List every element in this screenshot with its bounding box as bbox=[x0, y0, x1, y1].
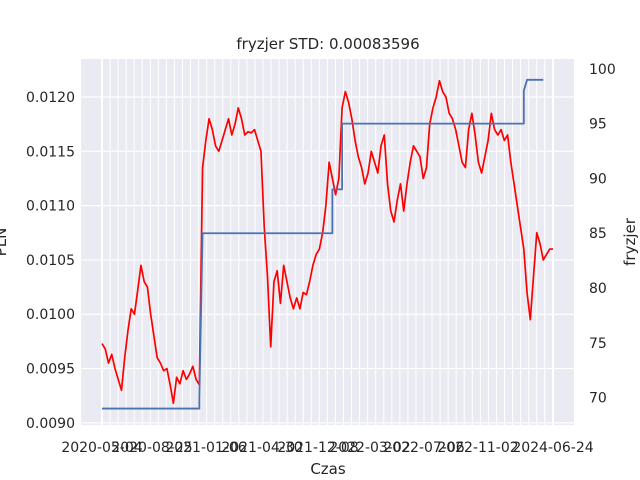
y-right-tick-label: 90 bbox=[589, 171, 607, 187]
y-left-tick-label: 0.0115 bbox=[26, 144, 75, 160]
y-right-tick-label: 100 bbox=[589, 62, 616, 78]
x-tick-label: 2020-08-25 bbox=[111, 440, 192, 456]
y-left-tick-label: 0.0100 bbox=[26, 307, 75, 323]
y-right-tick-label: 85 bbox=[589, 226, 607, 242]
y-left-tick-label: 0.0095 bbox=[26, 362, 75, 378]
y-left-tick-label: 0.0105 bbox=[26, 253, 75, 269]
y-left-tick-label: 0.0120 bbox=[26, 90, 75, 106]
x-axis-label: Czas bbox=[310, 460, 346, 478]
y-axis-right-label: fryzjer bbox=[621, 217, 639, 266]
y-right-tick-label: 75 bbox=[589, 336, 607, 352]
x-tick-label: 2022-03-02 bbox=[329, 440, 410, 456]
x-tick-label: 2021-12-08 bbox=[277, 440, 358, 456]
x-tick-label: 2024-06-24 bbox=[512, 440, 593, 456]
y-right-tick-label: 95 bbox=[589, 117, 607, 133]
x-tick-labels: 2020-05-042020-08-252021-01-062021-04-30… bbox=[61, 440, 593, 456]
series-layer bbox=[101, 78, 553, 410]
y-left-tick-label: 0.0090 bbox=[26, 416, 75, 432]
series-line-fryzjer bbox=[102, 78, 544, 410]
x-tick-label: 2021-01-06 bbox=[165, 440, 246, 456]
y-right-tick-labels: 70 75 80 85 90 95 100 bbox=[589, 62, 616, 407]
y-axis-left-label: PLN bbox=[0, 228, 10, 257]
series-line-pln bbox=[101, 79, 553, 405]
x-tick-label: 2022-07-06 bbox=[383, 440, 464, 456]
y-left-tick-labels: 0.0090 0.0095 0.0100 0.0105 0.0110 0.0115 0.01… bbox=[26, 90, 75, 432]
chart-title: fryzjer STD: 0.00083596 bbox=[236, 35, 419, 53]
grid-layer bbox=[81, 59, 574, 425]
y-right-tick-label: 80 bbox=[589, 281, 607, 297]
y-right-tick-label: 70 bbox=[589, 391, 607, 407]
x-tick-label: 2020-05-04 bbox=[61, 440, 142, 456]
y-left-tick-label: 0.0110 bbox=[26, 199, 75, 215]
x-tick-label: 2022-11-02 bbox=[437, 440, 518, 456]
x-tick-label: 2021-04-30 bbox=[221, 440, 302, 456]
